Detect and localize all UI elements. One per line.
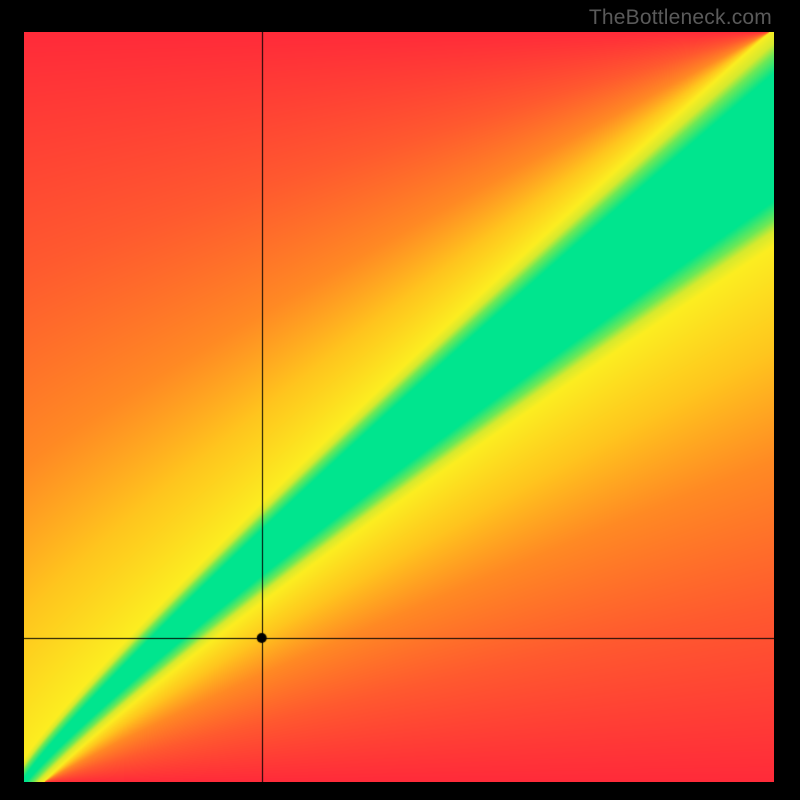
bottleneck-heatmap <box>24 32 774 782</box>
attribution-label: TheBottleneck.com <box>589 6 772 30</box>
